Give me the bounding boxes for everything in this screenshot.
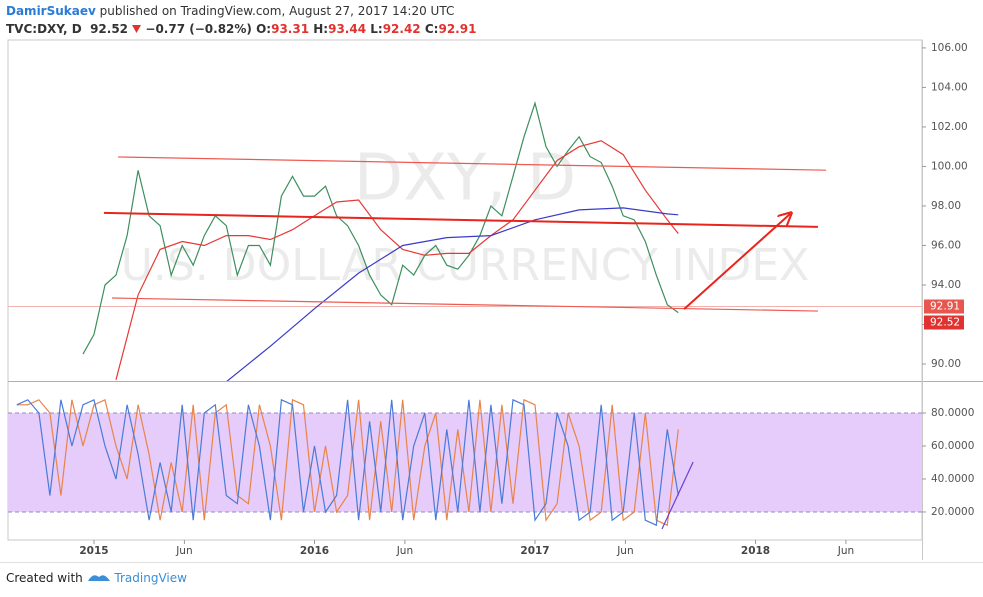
- price-label-box: [924, 315, 964, 330]
- open: 93.31: [271, 22, 310, 36]
- y-tick-label: 20.0000: [931, 506, 974, 518]
- pane: [8, 398, 922, 530]
- y-tick-label: 80.0000: [931, 407, 974, 419]
- x-tick-label: 2018: [741, 545, 770, 557]
- price-label-box: [924, 299, 964, 314]
- publish-line: DamirSukaev published on TradingView.com…: [6, 4, 454, 18]
- published: published on TradingView.com, August 27,…: [99, 4, 455, 18]
- x-tick-label: Jun: [175, 545, 192, 557]
- x-tick-label: 2017: [520, 545, 549, 557]
- price: 92.52: [90, 22, 129, 36]
- brand[interactable]: TradingView: [114, 571, 187, 585]
- y-tick-label: 104.00: [931, 81, 968, 93]
- symbol: TVC:DXY, D: [6, 22, 82, 36]
- series-line: [82, 101, 679, 355]
- arrow: [683, 214, 790, 310]
- y-tick-label: 102.00: [931, 121, 968, 133]
- down-icon: [132, 25, 142, 33]
- footer: Created with TradingView: [6, 571, 187, 585]
- series-line: [226, 207, 679, 381]
- y-tick-label: 106.00: [931, 42, 968, 54]
- open-label: O:: [256, 22, 272, 36]
- x-tick-label: 2015: [79, 545, 108, 557]
- author[interactable]: DamirSukaev: [6, 4, 96, 18]
- close: 92.91: [438, 22, 477, 36]
- series-line: [16, 398, 679, 527]
- trend-line: [118, 156, 827, 171]
- trend-line: [103, 211, 818, 228]
- price-label: 92.91: [930, 301, 960, 313]
- high-label: H:: [313, 22, 329, 36]
- y-tick-label: 60.0000: [931, 440, 974, 452]
- low-label: L:: [370, 22, 383, 36]
- series-line: [16, 398, 679, 527]
- quote-line: TVC:DXY, D 92.52 −0.77 (−0.82%) O:93.31 …: [6, 22, 476, 36]
- watermark: U.S. DOLLAR CURRENCY INDEX: [121, 240, 810, 291]
- pane: DXY, D U.S. DOLLAR CURRENCY INDEX: [8, 101, 922, 381]
- y-tick-label: 90.00: [931, 358, 961, 370]
- footer-text: Created with: [6, 571, 83, 585]
- y-tick-label: 94.00: [931, 279, 961, 291]
- y-tick-label: 96.00: [931, 239, 961, 251]
- watermark: DXY, D: [354, 142, 576, 216]
- low: 92.42: [382, 22, 421, 36]
- trend-line: [661, 461, 694, 530]
- y-tick-label: 98.00: [931, 200, 961, 212]
- close-label: C:: [424, 22, 439, 36]
- x-tick-label: 2016: [300, 545, 329, 557]
- change: −0.77 (−0.82%): [145, 22, 252, 36]
- tv-logo: [87, 575, 110, 581]
- x-tick-label: Jun: [837, 545, 854, 557]
- x-tick-label: Jun: [616, 545, 633, 557]
- y-tick-label: 100.00: [931, 160, 968, 172]
- x-tick-label: Jun: [396, 545, 413, 557]
- y-tick-label: 40.0000: [931, 473, 974, 485]
- trend-line: [112, 297, 818, 312]
- series-line: [115, 140, 679, 380]
- high: 93.44: [328, 22, 367, 36]
- price-label: 92.52: [930, 317, 960, 329]
